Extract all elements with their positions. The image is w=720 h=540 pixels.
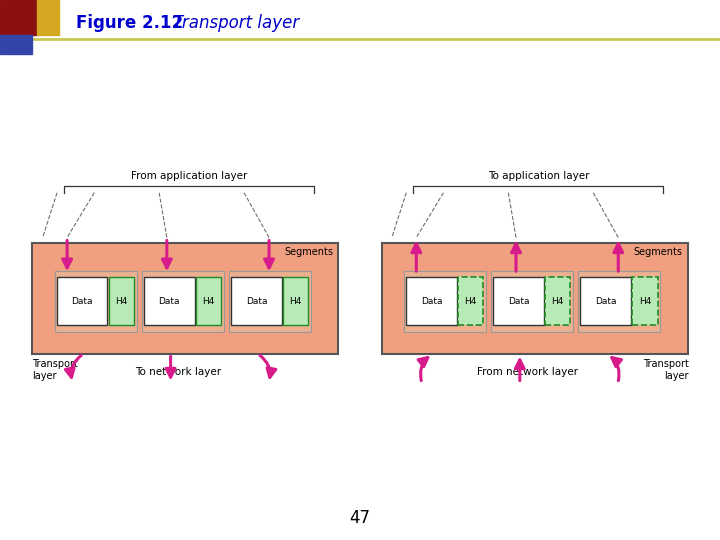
Bar	[491, 271, 573, 332]
Text: H4: H4	[115, 296, 127, 306]
Text: H4: H4	[202, 296, 215, 306]
Bar	[196, 277, 221, 325]
Bar	[32, 243, 338, 354]
Bar	[493, 277, 544, 325]
Text: Segments: Segments	[284, 247, 333, 258]
Bar	[37, 0, 59, 35]
Text: Data: Data	[158, 296, 180, 306]
Text: H4: H4	[289, 296, 302, 306]
Text: Data: Data	[71, 296, 93, 306]
Text: To application layer: To application layer	[487, 171, 589, 181]
Bar	[283, 277, 308, 325]
Text: H4: H4	[639, 296, 651, 306]
Text: Transport layer: Transport layer	[173, 14, 299, 32]
Bar	[229, 271, 311, 332]
Bar	[231, 277, 282, 325]
Bar	[406, 277, 456, 325]
Text: To network layer: To network layer	[135, 367, 221, 377]
Bar	[545, 277, 570, 325]
Bar	[580, 277, 631, 325]
Text: Data: Data	[246, 296, 267, 306]
Text: H4: H4	[464, 296, 477, 306]
Bar	[57, 277, 107, 325]
Bar	[382, 243, 688, 354]
Bar	[578, 271, 660, 332]
Bar	[0, 0, 37, 35]
Bar	[0, 35, 32, 54]
Text: Transport
layer: Transport layer	[643, 359, 689, 381]
Text: From network layer: From network layer	[477, 367, 577, 377]
Text: Data: Data	[595, 296, 616, 306]
Text: From application layer: From application layer	[131, 171, 248, 181]
Bar	[144, 277, 194, 325]
Text: Transport
layer: Transport layer	[32, 359, 78, 381]
Bar	[404, 271, 486, 332]
Text: H4: H4	[552, 296, 564, 306]
Bar	[109, 277, 134, 325]
Text: Segments: Segments	[634, 247, 683, 258]
Text: Figure 2.12: Figure 2.12	[76, 14, 183, 32]
Bar	[632, 277, 657, 325]
Bar	[142, 271, 224, 332]
Bar	[55, 271, 137, 332]
Text: 47: 47	[349, 509, 371, 528]
Text: Data: Data	[420, 296, 442, 306]
Bar	[458, 277, 483, 325]
Text: Data: Data	[508, 296, 529, 306]
